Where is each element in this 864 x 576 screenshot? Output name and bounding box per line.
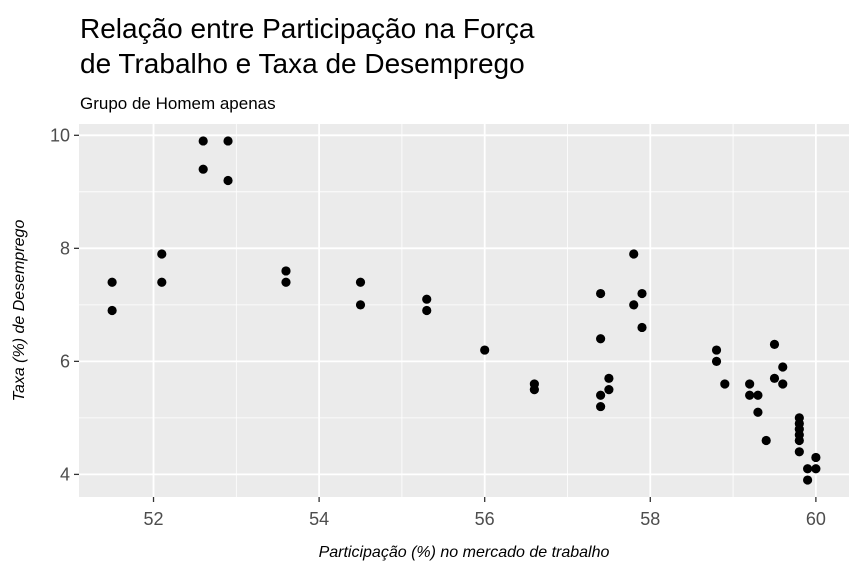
y-tick-label: 10: [50, 125, 70, 145]
data-point: [637, 322, 647, 333]
data-point: [753, 390, 763, 400]
data-point: [198, 136, 208, 146]
data-point: [596, 401, 606, 412]
x-tick-label: 56: [475, 509, 495, 529]
x-tick-label: 52: [144, 509, 164, 529]
data-point: [711, 345, 722, 355]
data-point: [753, 407, 763, 417]
data-point: [157, 277, 167, 287]
data-point: [529, 385, 539, 395]
data-point: [637, 288, 647, 299]
data-point: [794, 447, 804, 457]
data-point: [629, 300, 639, 310]
y-tick-label: 4: [60, 464, 70, 484]
data-point: [604, 373, 614, 383]
data-point: [198, 164, 208, 174]
data-point: [422, 305, 432, 316]
data-points: [107, 136, 821, 485]
data-point: [604, 385, 614, 395]
data-point: [596, 390, 606, 400]
data-point: [223, 175, 233, 186]
data-point: [355, 277, 366, 287]
y-tick-label: 6: [60, 351, 70, 371]
y-axis: 4 6 8 10: [50, 125, 79, 484]
data-point: [422, 294, 432, 304]
minor-gridlines: [79, 124, 849, 497]
x-tick-label: 60: [806, 509, 826, 529]
data-point: [803, 475, 813, 485]
chart-title-line-2: de Trabalho e Taxa de Desemprego: [80, 48, 525, 79]
y-axis-label: Taxa (%) de Desemprego: [11, 220, 28, 402]
data-point: [720, 379, 730, 389]
data-point: [811, 464, 821, 474]
x-tick-label: 54: [309, 509, 329, 529]
data-point: [629, 249, 639, 259]
data-point: [223, 136, 233, 146]
data-point: [107, 277, 117, 287]
data-point: [596, 288, 606, 299]
data-point: [778, 379, 788, 389]
data-point: [480, 345, 490, 355]
data-point: [794, 435, 804, 446]
data-point: [281, 266, 291, 276]
data-point: [355, 300, 366, 310]
data-point: [803, 464, 813, 474]
data-point: [811, 452, 821, 463]
data-point: [107, 305, 117, 316]
x-axis: 52 54 56 58 60: [144, 497, 826, 529]
data-point: [711, 356, 722, 366]
data-point: [745, 390, 755, 400]
data-point: [761, 435, 771, 446]
data-point: [157, 249, 167, 259]
data-point: [769, 339, 780, 350]
x-tick-label: 58: [640, 509, 660, 529]
chart-subtitle: Grupo de Homem apenas: [80, 94, 276, 113]
data-point: [769, 373, 780, 383]
data-point: [596, 334, 606, 344]
data-point: [281, 277, 291, 287]
x-axis-label: Participação (%) no mercado de trabalho: [319, 544, 610, 561]
chart-title-line-1: Relação entre Participação na Força: [80, 13, 535, 44]
plot-panel: [79, 124, 849, 497]
data-point: [745, 379, 755, 389]
y-tick-label: 8: [60, 238, 70, 258]
data-point: [778, 362, 788, 372]
